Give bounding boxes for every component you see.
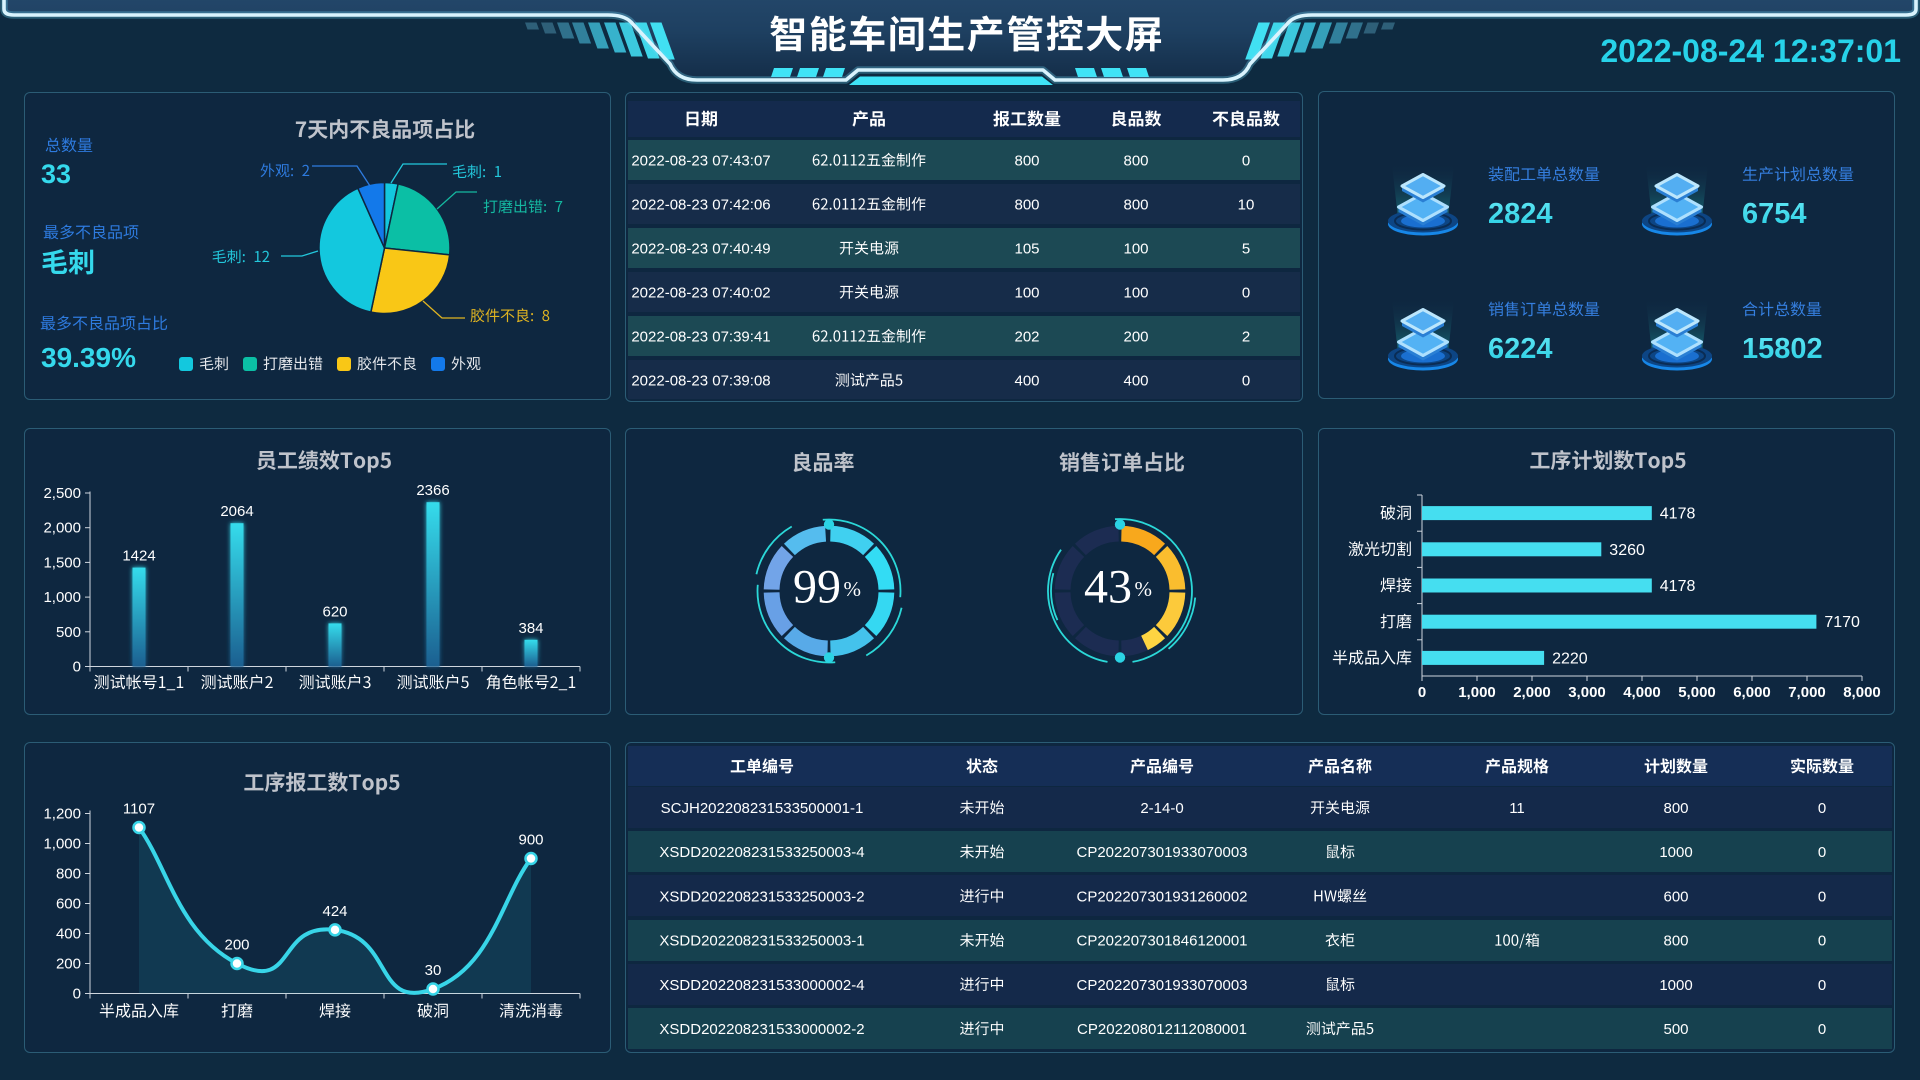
svg-text:4,000: 4,000 xyxy=(1623,684,1661,701)
svg-text:CP202207301846120001: CP202207301846120001 xyxy=(1077,933,1248,950)
svg-text:1424: 1424 xyxy=(122,548,155,565)
svg-text:7170: 7170 xyxy=(1824,614,1860,631)
svg-text:99: 99 xyxy=(793,561,841,614)
svg-text:XSDD202208231533250003-2: XSDD202208231533250003-2 xyxy=(659,888,864,905)
svg-text:6224: 6224 xyxy=(1488,333,1553,365)
svg-text:2366: 2366 xyxy=(416,482,449,499)
svg-text:%: % xyxy=(844,577,862,601)
svg-text:2,000: 2,000 xyxy=(43,520,81,537)
svg-text:0: 0 xyxy=(73,659,81,676)
svg-text:3260: 3260 xyxy=(1609,542,1645,559)
svg-text:200: 200 xyxy=(224,937,249,954)
svg-text:2-14-0: 2-14-0 xyxy=(1140,800,1183,817)
svg-text:1107: 1107 xyxy=(123,801,155,818)
svg-text:5: 5 xyxy=(1242,241,1250,258)
svg-text:8,000: 8,000 xyxy=(1843,684,1881,701)
svg-text:4178: 4178 xyxy=(1660,506,1696,523)
svg-text:200: 200 xyxy=(1123,329,1148,346)
svg-text:0: 0 xyxy=(1818,888,1826,905)
svg-text:202: 202 xyxy=(1014,329,1039,346)
svg-text:SCJH202208231533500001-1: SCJH202208231533500001-1 xyxy=(661,800,864,817)
svg-text:6,000: 6,000 xyxy=(1733,684,1771,701)
svg-text:2022-08-23 07:43:07: 2022-08-23 07:43:07 xyxy=(631,153,770,170)
svg-text:11: 11 xyxy=(1509,800,1525,817)
svg-text:CP202207301933070003: CP202207301933070003 xyxy=(1077,977,1248,994)
svg-text:384: 384 xyxy=(518,620,543,637)
svg-text:CP202207301931260002: CP202207301931260002 xyxy=(1077,888,1248,905)
svg-text:424: 424 xyxy=(322,903,347,920)
svg-text:500: 500 xyxy=(56,624,81,641)
svg-text:500: 500 xyxy=(1663,1021,1688,1038)
svg-text:CP202207301933070003: CP202207301933070003 xyxy=(1077,844,1248,861)
svg-text:1,000: 1,000 xyxy=(1458,684,1496,701)
svg-text:30: 30 xyxy=(425,962,442,979)
svg-text:800: 800 xyxy=(1663,933,1688,950)
svg-text:1,500: 1,500 xyxy=(43,554,81,571)
svg-text:2022-08-23 07:40:02: 2022-08-23 07:40:02 xyxy=(631,285,770,302)
svg-text:XSDD202208231533250003-4: XSDD202208231533250003-4 xyxy=(659,844,864,861)
svg-text:3,000: 3,000 xyxy=(1568,684,1606,701)
svg-text:CP202208012112080001: CP202208012112080001 xyxy=(1077,1021,1247,1038)
svg-text:800: 800 xyxy=(1014,197,1039,214)
svg-text:400: 400 xyxy=(1014,373,1039,390)
svg-text:43: 43 xyxy=(1084,561,1132,614)
svg-text:1000: 1000 xyxy=(1659,977,1692,994)
svg-text:800: 800 xyxy=(1663,800,1688,817)
svg-text:0: 0 xyxy=(1818,800,1826,817)
svg-text:2824: 2824 xyxy=(1488,198,1553,230)
svg-text:%: % xyxy=(1135,577,1153,601)
svg-text:0: 0 xyxy=(1242,153,1250,170)
svg-text:2022-08-24 12:37:01: 2022-08-24 12:37:01 xyxy=(1600,33,1901,69)
svg-text:105: 105 xyxy=(1014,241,1039,258)
svg-text:0: 0 xyxy=(1818,1021,1826,1038)
svg-text:2022-08-23 07:39:08: 2022-08-23 07:39:08 xyxy=(631,373,770,390)
svg-text:6754: 6754 xyxy=(1742,198,1807,230)
svg-text:600: 600 xyxy=(56,896,81,913)
svg-text:0: 0 xyxy=(1418,684,1426,701)
svg-text:400: 400 xyxy=(56,926,81,943)
svg-text:800: 800 xyxy=(1014,153,1039,170)
svg-text:1,000: 1,000 xyxy=(43,589,81,606)
svg-text:1,200: 1,200 xyxy=(43,806,81,823)
svg-text:1,000: 1,000 xyxy=(43,836,81,853)
svg-text:0: 0 xyxy=(1818,933,1826,950)
svg-text:2022-08-23 07:39:41: 2022-08-23 07:39:41 xyxy=(631,329,770,346)
svg-text:0: 0 xyxy=(1242,373,1250,390)
svg-text:100: 100 xyxy=(1123,285,1148,302)
svg-text:XSDD202208231533000002-4: XSDD202208231533000002-4 xyxy=(659,977,864,994)
svg-text:XSDD202208231533000002-2: XSDD202208231533000002-2 xyxy=(659,1021,864,1038)
svg-text:2220: 2220 xyxy=(1552,650,1588,667)
svg-text:2: 2 xyxy=(1242,329,1250,346)
svg-text:2064: 2064 xyxy=(220,503,253,520)
svg-text:4178: 4178 xyxy=(1660,578,1696,595)
svg-text:2022-08-23 07:40:49: 2022-08-23 07:40:49 xyxy=(631,241,770,258)
svg-text:600: 600 xyxy=(1663,888,1688,905)
svg-text:620: 620 xyxy=(322,603,347,620)
svg-text:200: 200 xyxy=(56,956,81,973)
svg-text:15802: 15802 xyxy=(1742,333,1823,365)
svg-text:400: 400 xyxy=(1123,373,1148,390)
svg-text:XSDD202208231533250003-1: XSDD202208231533250003-1 xyxy=(659,933,864,950)
svg-text:900: 900 xyxy=(518,832,543,849)
svg-text:0: 0 xyxy=(73,986,81,1003)
svg-text:7,000: 7,000 xyxy=(1788,684,1826,701)
svg-text:100: 100 xyxy=(1123,241,1148,258)
svg-text:0: 0 xyxy=(1818,977,1826,994)
svg-text:33: 33 xyxy=(41,159,71,189)
svg-text:1000: 1000 xyxy=(1659,844,1692,861)
svg-text:5,000: 5,000 xyxy=(1678,684,1716,701)
svg-text:0: 0 xyxy=(1818,844,1826,861)
svg-text:10: 10 xyxy=(1238,197,1255,214)
svg-text:100: 100 xyxy=(1014,285,1039,302)
svg-text:2022-08-23 07:42:06: 2022-08-23 07:42:06 xyxy=(631,197,770,214)
svg-text:39.39%: 39.39% xyxy=(41,342,136,373)
svg-text:800: 800 xyxy=(1123,153,1148,170)
svg-text:800: 800 xyxy=(56,866,81,883)
svg-text:800: 800 xyxy=(1123,197,1148,214)
svg-text:0: 0 xyxy=(1242,285,1250,302)
svg-text:2,500: 2,500 xyxy=(43,485,81,502)
svg-text:2,000: 2,000 xyxy=(1513,684,1551,701)
